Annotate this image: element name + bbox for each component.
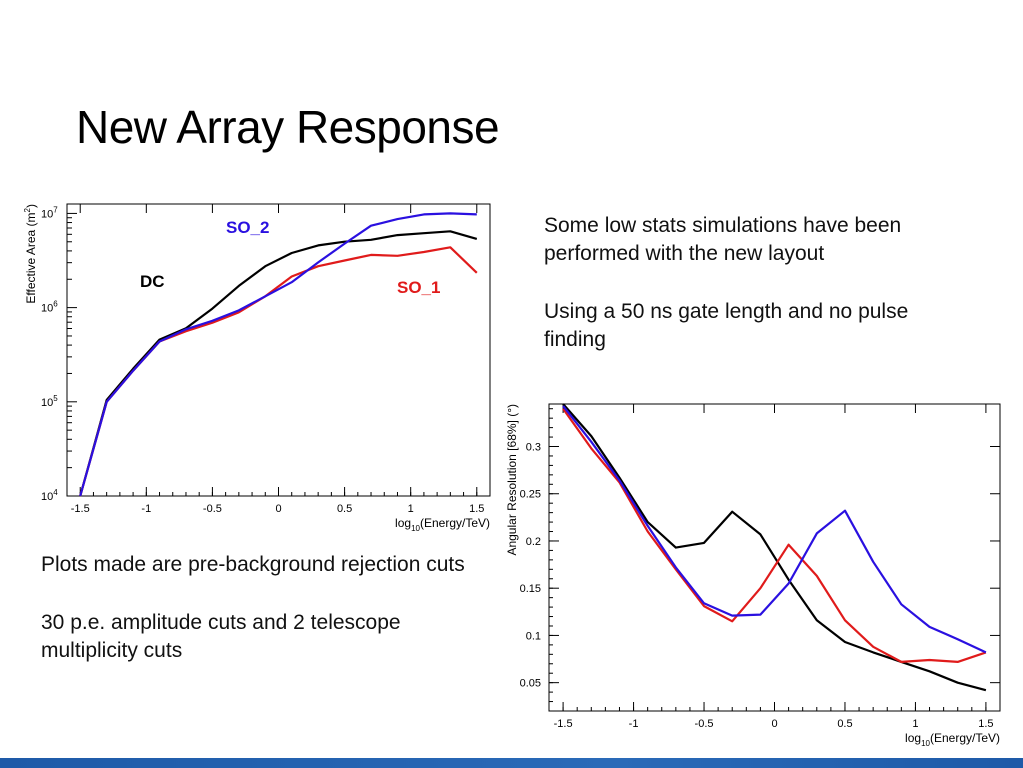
y-tick-base: 10 xyxy=(41,397,53,409)
y-tick-exponent: 4 xyxy=(53,488,58,497)
y-tick-base: 10 xyxy=(41,208,53,220)
y-tick-base: 10 xyxy=(41,491,53,503)
slide-title: New Array Response xyxy=(76,101,500,153)
y-tick-label: 0.05 xyxy=(520,678,541,690)
x-tick-label: -1.5 xyxy=(71,503,90,515)
notes-left: Plots made are pre-background rejection … xyxy=(41,551,491,665)
x-tick-label: -1.5 xyxy=(554,718,573,730)
x-tick-label: 0 xyxy=(771,718,777,730)
y-tick-label: 105 xyxy=(41,394,58,409)
y-tick-label: 104 xyxy=(41,488,58,503)
series-line-dc xyxy=(79,230,478,497)
y-tick-label: 0.25 xyxy=(520,489,541,501)
x-axis-title: log10(Energy/TeV) xyxy=(905,731,1000,748)
y-tick-label: 0.2 xyxy=(526,536,541,548)
series-line-dc xyxy=(562,403,987,692)
x-tick-label: -0.5 xyxy=(203,503,222,515)
footer-bar xyxy=(0,758,1023,768)
x-tick-label: 1 xyxy=(912,718,918,730)
series-line-so-2 xyxy=(562,405,987,654)
y-tick-exponent: 6 xyxy=(53,300,58,309)
note-amplitude-cuts: 30 p.e. amplitude cuts and 2 telescope m… xyxy=(41,611,401,662)
notes-right: Some low stats simulations have been per… xyxy=(544,212,974,354)
x-tick-label: -1 xyxy=(141,503,151,515)
x-tick-label: -1 xyxy=(629,718,639,730)
y-tick-label: 106 xyxy=(41,300,58,315)
x-tick-label: 0.5 xyxy=(837,718,852,730)
note-pre-background: Plots made are pre-background rejection … xyxy=(41,553,465,576)
x-axis-title: log10(Energy/TeV) xyxy=(395,516,490,533)
series-line-so-2 xyxy=(79,212,477,497)
effective-area-chart: -1.5 -1 -0.5 0 0.5 1 1.5104105106107log10(Ener… xyxy=(23,203,491,533)
y-tick-exponent: 5 xyxy=(53,394,58,403)
y-tick-label: 0.3 xyxy=(526,442,541,454)
x-tick-label: 1.5 xyxy=(469,503,484,515)
x-tick-label: 1 xyxy=(408,503,414,515)
series-label-so-2: SO_2 xyxy=(226,218,269,237)
x-tick-label: 1.5 xyxy=(978,718,993,730)
y-axis-title: Angular Resolution [68%] (°) xyxy=(505,404,519,556)
series-line-so-1 xyxy=(562,408,987,663)
y-tick-label: 0.1 xyxy=(526,630,541,642)
note-low-stats: Some low stats simulations have been per… xyxy=(544,214,902,265)
y-tick-label: 0.15 xyxy=(520,583,541,595)
x-tick-label: 0 xyxy=(275,503,281,515)
series-label-so-1: SO_1 xyxy=(397,278,440,297)
plot-frame xyxy=(66,203,491,497)
series-label-dc: DC xyxy=(140,272,165,291)
y-tick-label: 107 xyxy=(41,205,58,220)
x-tick-label: 0.5 xyxy=(337,503,352,515)
y-axis-title: Effective Area (m2) xyxy=(23,204,38,304)
note-gate-length: Using a 50 ns gate length and no pulse f… xyxy=(544,300,909,351)
angular-resolution-chart: -1.5 -1 -0.5 0 0.5 1 1.5 0.05 0.1 0.15 0.2 0.25 0.3 l… xyxy=(505,403,1001,748)
y-tick-exponent: 7 xyxy=(53,205,58,214)
y-tick-base: 10 xyxy=(41,303,53,315)
x-tick-label: -0.5 xyxy=(695,718,714,730)
